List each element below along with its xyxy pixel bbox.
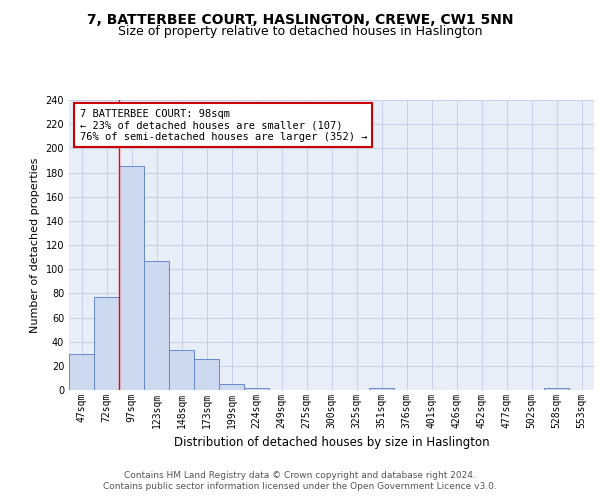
Bar bbox=[219, 384, 244, 390]
Y-axis label: Number of detached properties: Number of detached properties bbox=[30, 158, 40, 332]
Bar bbox=[119, 166, 144, 390]
Text: Contains HM Land Registry data © Crown copyright and database right 2024.: Contains HM Land Registry data © Crown c… bbox=[124, 471, 476, 480]
Bar bbox=[69, 354, 94, 390]
Bar bbox=[194, 358, 219, 390]
Bar bbox=[94, 297, 119, 390]
Bar bbox=[169, 350, 194, 390]
Text: Size of property relative to detached houses in Haslington: Size of property relative to detached ho… bbox=[118, 25, 482, 38]
Text: 7 BATTERBEE COURT: 98sqm
← 23% of detached houses are smaller (107)
76% of semi-: 7 BATTERBEE COURT: 98sqm ← 23% of detach… bbox=[79, 108, 367, 142]
Bar bbox=[244, 388, 269, 390]
Bar bbox=[369, 388, 394, 390]
Bar bbox=[144, 260, 169, 390]
Bar bbox=[544, 388, 569, 390]
Text: Contains public sector information licensed under the Open Government Licence v3: Contains public sector information licen… bbox=[103, 482, 497, 491]
X-axis label: Distribution of detached houses by size in Haslington: Distribution of detached houses by size … bbox=[173, 436, 490, 450]
Text: 7, BATTERBEE COURT, HASLINGTON, CREWE, CW1 5NN: 7, BATTERBEE COURT, HASLINGTON, CREWE, C… bbox=[87, 12, 513, 26]
